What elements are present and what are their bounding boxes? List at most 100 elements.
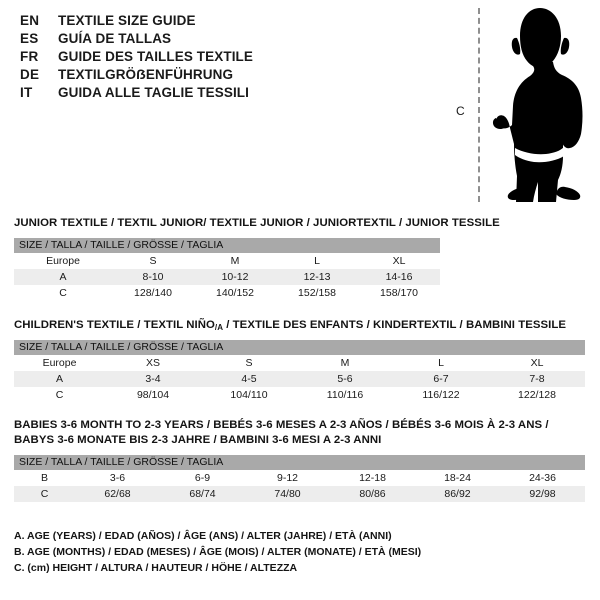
table-cell: 14-16 (358, 269, 441, 285)
band-header-label: SIZE / TALLA / TAILLE / GRÖSSE / TAGLIA (19, 341, 224, 353)
row-label: Europe (14, 355, 105, 371)
row-label: A (14, 371, 105, 387)
section-babies-textile: BABIES 3-6 MONTH TO 2-3 YEARS / BEBÉS 3-… (14, 418, 586, 502)
table-cell: 3-6 (75, 470, 160, 486)
table-cell: M (297, 355, 393, 371)
table-row: C 128/140 140/152 152/158 158/170 (14, 285, 441, 301)
band-header-cell: SIZE / TALLA / TAILLE / GRÖSSE / TAGLIA (14, 455, 586, 470)
table-cell: 8-10 (112, 269, 194, 285)
section-title-children-pre: CHILDREN'S TEXTILE / TEXTIL NIÑO (14, 319, 215, 331)
table-row: Europe S M L XL (14, 253, 441, 269)
table-cell: L (276, 253, 358, 269)
table-cell: 68/74 (160, 486, 245, 502)
table-cell: M (194, 253, 276, 269)
table-cell: 110/116 (297, 387, 393, 403)
table-cell: 3-4 (105, 371, 201, 387)
table-cell: 6-9 (160, 470, 245, 486)
guide-title-de: TEXTILGRÖẞENFÜHRUNG (58, 67, 234, 82)
table-cell: 104/110 (201, 387, 297, 403)
table-row: C 62/68 68/74 74/80 80/86 86/92 92/98 (14, 486, 586, 502)
table-row: B 3-6 6-9 9-12 12-18 18-24 24-36 (14, 470, 586, 486)
section-title-junior: JUNIOR TEXTILE / TEXTIL JUNIOR/ TEXTILE … (14, 217, 500, 229)
table-cell: S (201, 355, 297, 371)
table-cell: 116/122 (393, 387, 489, 403)
table-cell: XL (489, 355, 585, 371)
table-row: Europe XS S M L XL (14, 355, 585, 371)
measurement-legend: A. AGE (YEARS) / EDAD (AÑOS) / ÂGE (ANS)… (14, 528, 574, 576)
table-cell: 24-36 (500, 470, 586, 486)
table-cell: 12-13 (276, 269, 358, 285)
table-cell: 86/92 (415, 486, 500, 502)
table-band-header-row: SIZE / TALLA / TAILLE / GRÖSSE / TAGLIA (14, 340, 585, 355)
toddler-silhouette-icon (492, 8, 583, 202)
band-header-cell: SIZE / TALLA / TAILLE / GRÖSSE / TAGLIA (14, 238, 441, 253)
section-title-children-post: / TEXTILE DES ENFANTS / KINDERTEXTIL / B… (223, 319, 567, 331)
table-cell: XS (105, 355, 201, 371)
section-junior-textile: JUNIOR TEXTILE / TEXTIL JUNIOR/ TEXTILE … (14, 216, 500, 301)
row-label: C (14, 486, 75, 502)
guide-title-it: GUIDA ALLE TAGLIE TESSILI (58, 85, 249, 100)
section-title-babies-line1: BABIES 3-6 MONTH TO 2-3 YEARS / BEBÉS 3-… (14, 419, 549, 431)
table-cell: 140/152 (194, 285, 276, 301)
legend-line-c: C. (cm) HEIGHT / ALTURA / HAUTEUR / HÖHE… (14, 562, 298, 574)
legend-line-a: A. AGE (YEARS) / EDAD (AÑOS) / ÂGE (ANS)… (14, 530, 392, 542)
table-row: C 98/104 104/110 110/116 116/122 122/128 (14, 387, 585, 403)
legend-line-b: B. AGE (MONTHS) / EDAD (MESES) / ÂGE (MO… (14, 546, 422, 558)
row-label: C (14, 285, 112, 301)
table-cell: 158/170 (358, 285, 441, 301)
guide-title-es: GUÍA DE TALLAS (58, 31, 172, 46)
language-code-it: IT (20, 85, 33, 100)
table-cell: 5-6 (297, 371, 393, 387)
height-measure-dashed-line (478, 8, 480, 202)
band-header-cell: SIZE / TALLA / TAILLE / GRÖSSE / TAGLIA (14, 340, 585, 355)
height-measure-label: C (456, 104, 465, 118)
junior-size-table: SIZE / TALLA / TAILLE / GRÖSSE / TAGLIA … (14, 238, 441, 301)
table-cell: 92/98 (500, 486, 586, 502)
table-cell: 18-24 (415, 470, 500, 486)
table-cell: 122/128 (489, 387, 585, 403)
table-band-header-row: SIZE / TALLA / TAILLE / GRÖSSE / TAGLIA (14, 455, 586, 470)
table-cell: 7-8 (489, 371, 585, 387)
table-cell: 9-12 (245, 470, 330, 486)
row-label: B (14, 470, 75, 486)
section-title-children: CHILDREN'S TEXTILE / TEXTIL NIÑO/A / TEX… (14, 318, 585, 333)
table-cell: 98/104 (105, 387, 201, 403)
language-code-en: EN (20, 13, 40, 28)
babies-size-table: SIZE / TALLA / TAILLE / GRÖSSE / TAGLIA … (14, 455, 586, 502)
band-header-label: SIZE / TALLA / TAILLE / GRÖSSE / TAGLIA (19, 239, 224, 251)
band-header-label: SIZE / TALLA / TAILLE / GRÖSSE / TAGLIA (19, 456, 224, 468)
language-code-es: ES (20, 31, 39, 46)
language-code-de: DE (20, 67, 40, 82)
row-label: A (14, 269, 112, 285)
table-cell: S (112, 253, 194, 269)
language-row: ES GUÍA DE TALLAS (20, 31, 440, 49)
table-cell: 152/158 (276, 285, 358, 301)
table-band-header-row: SIZE / TALLA / TAILLE / GRÖSSE / TAGLIA (14, 238, 441, 253)
table-row: A 8-10 10-12 12-13 14-16 (14, 269, 441, 285)
row-label: C (14, 387, 105, 403)
guide-title-en: TEXTILE SIZE GUIDE (58, 13, 196, 28)
table-cell: L (393, 355, 489, 371)
language-row: FR GUIDE DES TAILLES TEXTILE (20, 49, 440, 67)
table-cell: 62/68 (75, 486, 160, 502)
table-cell: 10-12 (194, 269, 276, 285)
section-title-children-sub: /A (214, 323, 224, 332)
child-silhouette-figure: C (450, 0, 600, 210)
table-cell: 4-5 (201, 371, 297, 387)
language-title-header: EN TEXTILE SIZE GUIDE ES GUÍA DE TALLAS … (20, 13, 440, 103)
row-label: Europe (14, 253, 112, 269)
table-cell: XL (358, 253, 441, 269)
children-size-table: SIZE / TALLA / TAILLE / GRÖSSE / TAGLIA … (14, 340, 585, 403)
table-cell: 128/140 (112, 285, 194, 301)
table-row: A 3-4 4-5 5-6 6-7 7-8 (14, 371, 585, 387)
language-row: EN TEXTILE SIZE GUIDE (20, 13, 440, 31)
language-row: IT GUIDA ALLE TAGLIE TESSILI (20, 85, 440, 103)
table-cell: 80/86 (330, 486, 415, 502)
table-cell: 74/80 (245, 486, 330, 502)
section-children-textile: CHILDREN'S TEXTILE / TEXTIL NIÑO/A / TEX… (14, 318, 585, 403)
guide-title-fr: GUIDE DES TAILLES TEXTILE (58, 49, 254, 64)
section-title-babies-line2: BABYS 3-6 MONATE BIS 2-3 JAHRE / BAMBINI… (14, 434, 382, 446)
language-row: DE TEXTILGRÖẞENFÜHRUNG (20, 67, 440, 85)
language-code-fr: FR (20, 49, 39, 64)
table-cell: 6-7 (393, 371, 489, 387)
